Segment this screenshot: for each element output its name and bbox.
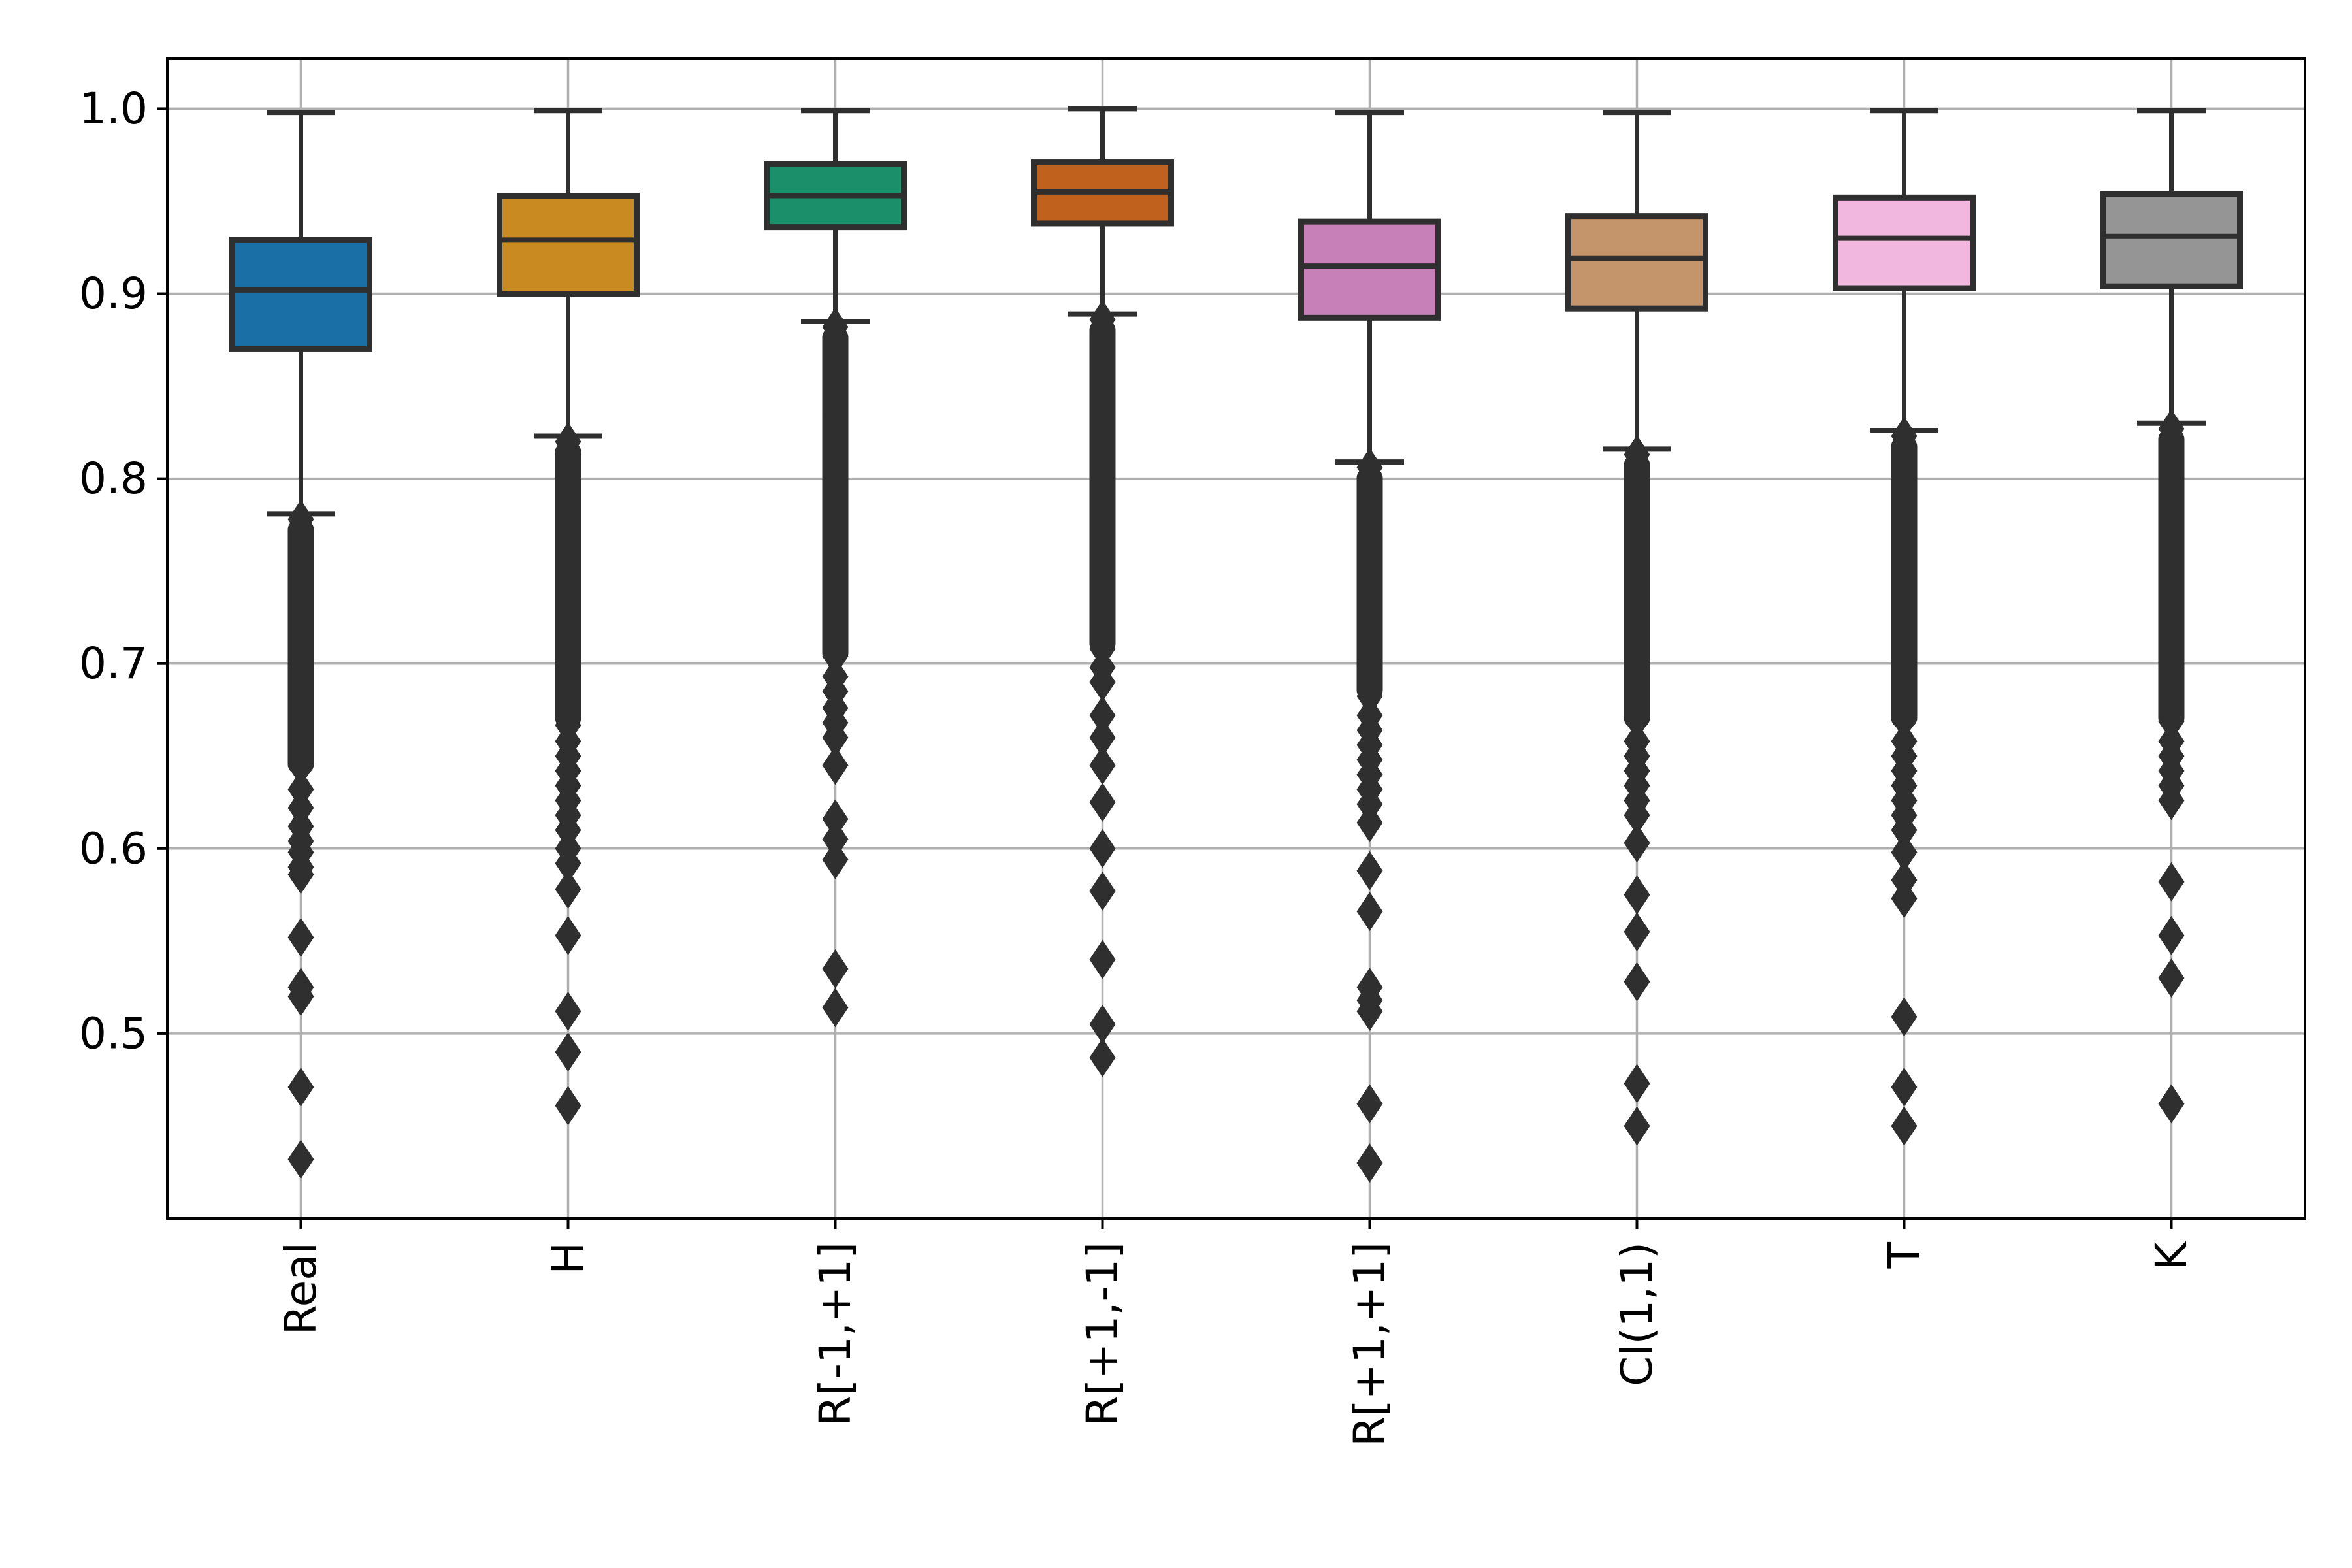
flier-point (1089, 717, 1116, 757)
flier-point (555, 991, 581, 1031)
y-tick-label: 1.0 (79, 84, 148, 134)
box-body (1298, 218, 1441, 321)
flier-point (287, 917, 314, 957)
box-series (229, 106, 2243, 1183)
box-5 (1565, 110, 1708, 1146)
flier-point (1891, 997, 1918, 1037)
box-6 (1833, 108, 1976, 1146)
y-tick-label: 0.9 (79, 269, 148, 319)
x-tick-label: R[-1,+1] (810, 1242, 860, 1426)
flier-point (1891, 832, 1918, 872)
flier-point (287, 855, 314, 894)
flier-point (1891, 1106, 1918, 1146)
flier-point (1356, 803, 1383, 843)
x-tick-label: H (543, 1242, 593, 1275)
x-tick-label: T (1879, 1241, 1929, 1269)
flier-point (1891, 700, 1918, 740)
flier-point (1624, 875, 1650, 915)
y-tick-label: 0.5 (79, 1008, 148, 1058)
flier-point (2158, 915, 2185, 955)
x-tick-label: R[+1,-1] (1077, 1242, 1128, 1426)
x-axis: Real H R[-1,+1] R[+1,-1] R[+1,+1] Cl(1,1) T K (276, 1218, 2197, 1446)
flier-point (2158, 702, 2185, 742)
flier-point (1089, 1037, 1116, 1077)
flier-point (1089, 662, 1116, 702)
x-tick-label: R[+1,+1] (1345, 1242, 1395, 1446)
flier-point (287, 1068, 314, 1107)
flier-point (2158, 862, 2185, 902)
flier-point (1624, 1064, 1650, 1103)
flier-point (1624, 912, 1650, 952)
flier-point (1891, 810, 1918, 850)
flier-point (555, 870, 581, 909)
flier-point (822, 949, 849, 988)
box-body (497, 192, 640, 297)
flier-point (822, 840, 849, 879)
flier-point (1356, 1084, 1383, 1124)
flier-point (822, 819, 849, 859)
flier-point (287, 1139, 314, 1179)
flier-point (1356, 991, 1383, 1031)
x-tick-label: Real (276, 1242, 326, 1335)
box-body (1565, 213, 1708, 312)
flier-point (2158, 1084, 2185, 1124)
flier-point (1624, 700, 1650, 740)
flier-point (822, 988, 849, 1028)
box-7 (2100, 108, 2243, 1124)
flier-point (822, 717, 849, 757)
x-tick-label: Cl(1,1) (1612, 1242, 1662, 1386)
flier-point (822, 745, 849, 785)
flier-point (1089, 828, 1116, 868)
box-body (1833, 194, 1976, 291)
y-tick-label: 0.7 (79, 638, 148, 689)
flier-point (1891, 879, 1918, 919)
flier-point (1624, 962, 1650, 1002)
flier-point (1356, 851, 1383, 890)
box-0 (229, 110, 372, 1179)
flier-point (1356, 892, 1383, 932)
y-axis: 0.5 0.6 0.7 0.8 0.9 1.0 (79, 84, 167, 1058)
plot-frame (166, 57, 2306, 1220)
flier-point (555, 915, 581, 955)
box-2 (764, 108, 907, 1028)
flier-point (1089, 1004, 1116, 1044)
box-body (2100, 191, 2243, 289)
box-3 (1031, 106, 1174, 1077)
flier-point (1624, 1106, 1650, 1146)
flier-point (822, 799, 849, 839)
flier-point (555, 1086, 581, 1126)
flier-point (1089, 745, 1116, 785)
flier-point (1089, 871, 1116, 911)
flier-point (1891, 1068, 1918, 1107)
y-tick-label: 0.6 (79, 823, 148, 874)
flier-point (287, 977, 314, 1017)
flier-point (1089, 783, 1116, 823)
flier-point (2158, 781, 2185, 821)
flier-point (1089, 939, 1116, 979)
box-body (229, 237, 372, 352)
flier-point (287, 746, 314, 786)
flier-point (1624, 795, 1650, 835)
x-tick-label: K (2146, 1241, 2197, 1270)
flier-point (1624, 823, 1650, 863)
flier-point (1089, 695, 1116, 735)
flier-point (822, 636, 849, 676)
box-1 (497, 108, 640, 1126)
flier-point (1356, 1143, 1383, 1183)
flier-point (2158, 958, 2185, 998)
flier-point (555, 1032, 581, 1072)
flier-point (555, 843, 581, 883)
box-4 (1298, 110, 1441, 1183)
y-tick-label: 0.8 (79, 453, 148, 504)
